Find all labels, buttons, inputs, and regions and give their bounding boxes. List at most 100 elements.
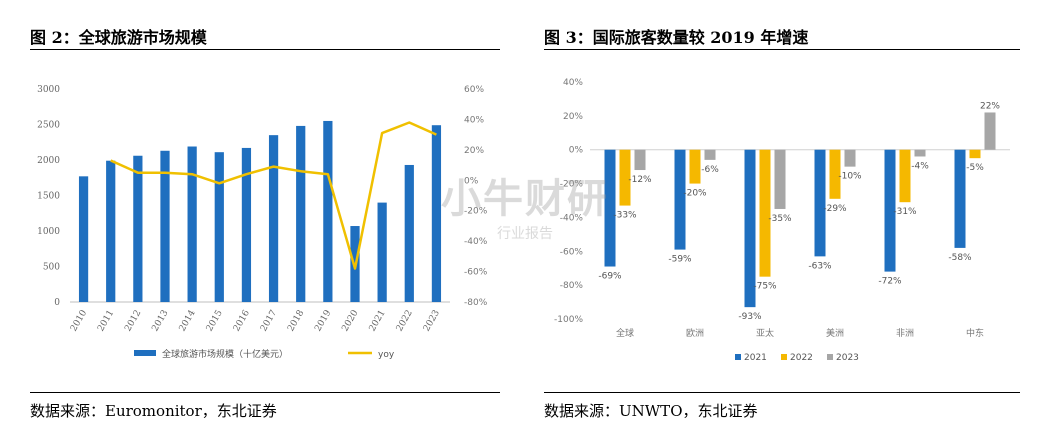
bar	[404, 164, 414, 302]
bar	[914, 149, 926, 157]
y-tick-label: -20%	[560, 180, 584, 190]
x-tick-label: 2019	[313, 308, 333, 333]
data-label: -10%	[838, 172, 862, 182]
data-label: -63%	[808, 261, 832, 271]
y-tick-label: 2500	[37, 121, 60, 131]
y-tick-label: -40%	[560, 213, 584, 223]
x-tick-label: 非洲	[896, 327, 914, 339]
bar	[78, 176, 89, 302]
bar	[744, 149, 756, 308]
bar	[689, 149, 701, 184]
bar	[774, 149, 786, 209]
y-tick-label: -100%	[554, 315, 583, 325]
y2-tick-label: -60%	[464, 268, 488, 278]
x-tick-label: 2012	[123, 309, 143, 334]
bar	[969, 149, 981, 159]
bar	[634, 149, 646, 171]
y-tick-label: 40%	[563, 78, 583, 88]
x-tick-label: 美洲	[826, 327, 844, 339]
bar	[106, 160, 116, 302]
bar	[899, 149, 911, 203]
bar	[704, 149, 716, 160]
y-tick-label: 0	[54, 298, 60, 308]
x-tick-label: 2022	[395, 309, 415, 334]
legend-label-2023: 2023	[836, 353, 859, 363]
x-tick-label: 2021	[368, 309, 388, 334]
legend-label-yoy: yoy	[378, 350, 395, 360]
data-label: -75%	[753, 282, 777, 292]
y-tick-label: 2000	[37, 156, 60, 166]
figure-2-title: 图 2：全球旅游市场规模	[30, 28, 207, 47]
x-tick-label: 2011	[96, 309, 116, 334]
x-tick-label: 2020	[340, 308, 360, 333]
x-tick-label: 亚太	[756, 327, 774, 339]
bar	[160, 150, 170, 302]
y2-tick-label: -40%	[464, 237, 488, 247]
bar	[954, 149, 966, 248]
data-label: -29%	[823, 204, 847, 214]
bar	[296, 125, 306, 302]
y-tick-label: -80%	[560, 281, 584, 291]
y2-tick-label: -80%	[464, 298, 488, 308]
bar	[759, 149, 771, 277]
y-tick-label: 1500	[37, 192, 60, 202]
bar	[674, 149, 686, 250]
legend-swatch-2021	[735, 354, 741, 360]
x-tick-label: 2016	[232, 308, 252, 333]
y-tick-label: -60%	[560, 247, 584, 257]
x-tick-label: 2013	[150, 308, 170, 333]
bar	[377, 202, 387, 302]
y-tick-label: 500	[43, 263, 60, 273]
source-rule	[30, 392, 500, 393]
figure-2-source: 数据来源：Euromonitor，东北证券	[30, 402, 277, 420]
y-tick-label: 1000	[37, 227, 60, 237]
bar	[604, 149, 616, 267]
data-label: -69%	[598, 272, 622, 282]
figure-3-title: 图 3：国际旅客数量较 2019 年增速	[544, 28, 809, 47]
bar	[829, 149, 841, 199]
data-label: -5%	[966, 163, 984, 173]
bar	[214, 152, 224, 302]
y-tick-label: 20%	[563, 112, 583, 122]
data-label: -59%	[668, 255, 692, 265]
legend-label-2021: 2021	[744, 353, 767, 363]
bar	[241, 147, 252, 302]
figure-3-panel: 图 3：国际旅客数量较 2019 年增速 -100% -80% -60% -40% -2…	[540, 0, 1051, 425]
title-rule	[544, 49, 1020, 50]
bar	[619, 149, 631, 206]
y2-tick-label: -20%	[464, 207, 488, 217]
yoy-line	[110, 121, 437, 270]
bar	[133, 155, 143, 302]
x-tick-label: 中东	[966, 327, 984, 339]
data-label: -4%	[911, 161, 929, 171]
data-label: -20%	[683, 189, 707, 199]
bar	[814, 149, 826, 257]
bar	[431, 125, 442, 303]
source-rule	[544, 392, 1020, 393]
y2-tick-label: 60%	[464, 85, 484, 95]
legend-swatch-2022	[781, 354, 787, 360]
bar	[187, 146, 197, 302]
data-label: -58%	[948, 253, 972, 263]
data-label: -93%	[738, 312, 762, 322]
x-tick-label: 2015	[205, 308, 225, 333]
y2-tick-label: 0%	[464, 176, 479, 186]
legend-label-2022: 2022	[790, 353, 813, 363]
data-label: -12%	[628, 175, 652, 185]
x-tick-label: 欧洲	[686, 327, 704, 339]
legend-swatch-market-size	[134, 350, 156, 356]
y-tick-label: 0%	[569, 146, 584, 156]
y2-tick-label: 20%	[464, 146, 484, 156]
data-label: -35%	[768, 214, 792, 224]
y-tick-label: 3000	[37, 85, 60, 95]
bar	[884, 149, 896, 272]
x-tick-label: 全球	[616, 327, 634, 339]
x-tick-label: 2014	[178, 308, 198, 333]
data-label: -72%	[878, 277, 902, 287]
data-label: -33%	[613, 211, 637, 221]
x-tick-label: 2023	[422, 308, 442, 333]
bar	[844, 149, 856, 167]
figure-2-panel: 图 2：全球旅游市场规模 0 500 1000 1500 2000 2500 3000 -80…	[0, 0, 510, 425]
international-arrivals-growth-chart: -100% -80% -60% -40% -20% 0% 20% 40% -69% -33% -12…	[554, 78, 1010, 363]
x-tick-label: 2017	[259, 308, 279, 333]
